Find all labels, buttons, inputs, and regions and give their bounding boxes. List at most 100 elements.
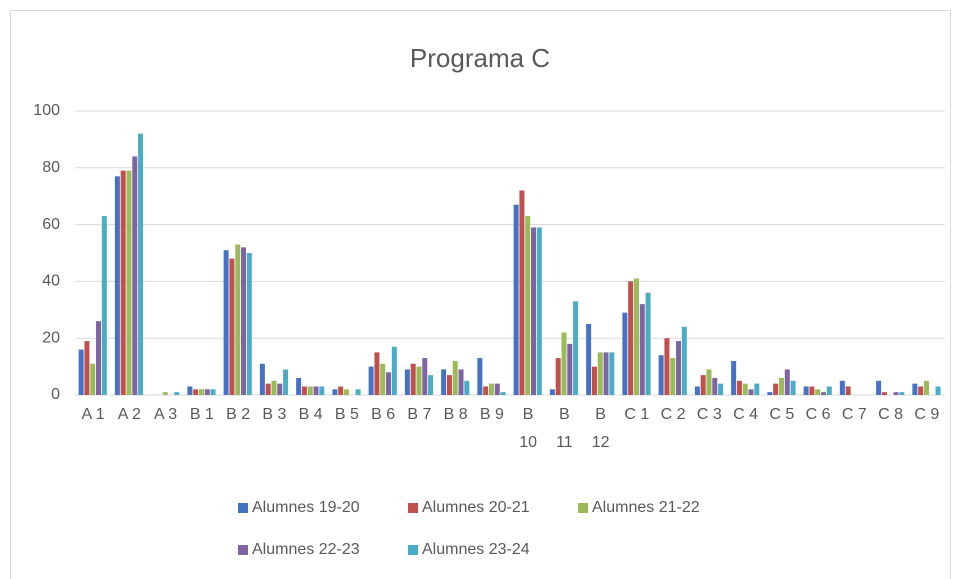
bar [790,380,796,395]
bar [531,227,537,395]
bar [513,204,519,395]
bar [246,253,252,395]
bar [609,352,615,395]
bar [84,341,90,395]
x-tick-label: A 3 [154,406,177,423]
x-tick-label: B 12 [592,406,610,451]
y-tick-label: 100 [33,102,60,119]
bar [416,366,422,395]
bar [198,389,204,395]
bar [90,363,96,395]
bar [893,392,899,395]
bar [138,133,144,395]
bar [162,392,168,395]
y-tick-label: 40 [42,273,60,290]
bar [773,383,779,395]
bar [918,386,924,395]
bar [586,324,592,395]
bar [391,346,397,395]
y-tick-label: 20 [42,329,60,346]
bar [519,190,525,395]
bar [731,360,737,395]
x-tick-label: B 4 [299,406,323,423]
chart-title: Programa C [410,43,550,73]
bar [645,292,651,395]
bar [277,383,283,395]
bar [839,380,845,395]
bar [676,341,682,395]
bar [881,392,887,395]
bar [368,366,374,395]
bar [271,380,277,395]
legend-swatch [238,503,248,513]
bar [313,386,319,395]
bar [343,389,349,395]
bar [120,170,126,395]
x-tick-label: B 11 [556,406,573,451]
x-tick-label: B 5 [335,406,359,423]
legend-label: Alumnes 19-20 [252,499,360,516]
x-tick-label: B 7 [407,406,431,423]
bar [573,301,579,395]
bar [622,312,628,395]
bar [500,392,506,395]
bar [567,343,573,395]
bar [410,363,416,395]
bar [555,358,561,395]
bar [283,369,289,395]
legend-swatch [578,503,588,513]
x-tick-label: C 2 [661,406,686,423]
bar [174,392,180,395]
x-tick-label: A 2 [118,406,141,423]
bar [265,383,271,395]
bar [452,360,458,395]
bar [912,383,918,395]
legend-swatch [408,545,418,555]
bar [332,389,338,395]
bar [748,389,754,395]
x-tick-label: C 8 [878,406,903,423]
x-tick-label: C 6 [806,406,831,423]
bar [664,338,670,395]
x-tick-label: C 7 [842,406,867,423]
legend-label: Alumnes 21-22 [592,499,700,516]
bar [441,369,447,395]
bar [464,380,470,395]
bar [658,355,664,395]
bar [374,352,380,395]
bar [525,216,531,395]
bar [597,352,603,395]
bar [458,369,464,395]
legend-label: Alumnes 23-24 [422,541,530,558]
bar [319,386,325,395]
bar [694,386,700,395]
bar [778,377,784,395]
bar [301,386,307,395]
x-tick-label: A 1 [82,406,105,423]
bar [633,278,639,395]
bar [494,383,500,395]
bar [338,386,344,395]
bar [380,363,386,395]
bar [718,383,724,395]
legend-label: Alumnes 22-23 [252,541,360,558]
bar [355,389,361,395]
bar [488,383,494,395]
legend-label: Alumnes 20-21 [422,499,530,516]
bar [296,377,302,395]
bar [422,358,428,395]
chart-border [10,10,951,579]
bar [386,372,392,395]
bar [536,227,542,395]
bar [767,392,773,395]
bar [935,386,941,395]
bar [736,380,742,395]
bar [446,375,452,395]
bar [803,386,809,395]
bar [826,386,832,395]
bar [132,156,138,395]
bar [78,349,84,395]
x-tick-label: C 4 [733,406,758,423]
x-tick-label: B 3 [262,406,286,423]
bar [187,386,193,395]
